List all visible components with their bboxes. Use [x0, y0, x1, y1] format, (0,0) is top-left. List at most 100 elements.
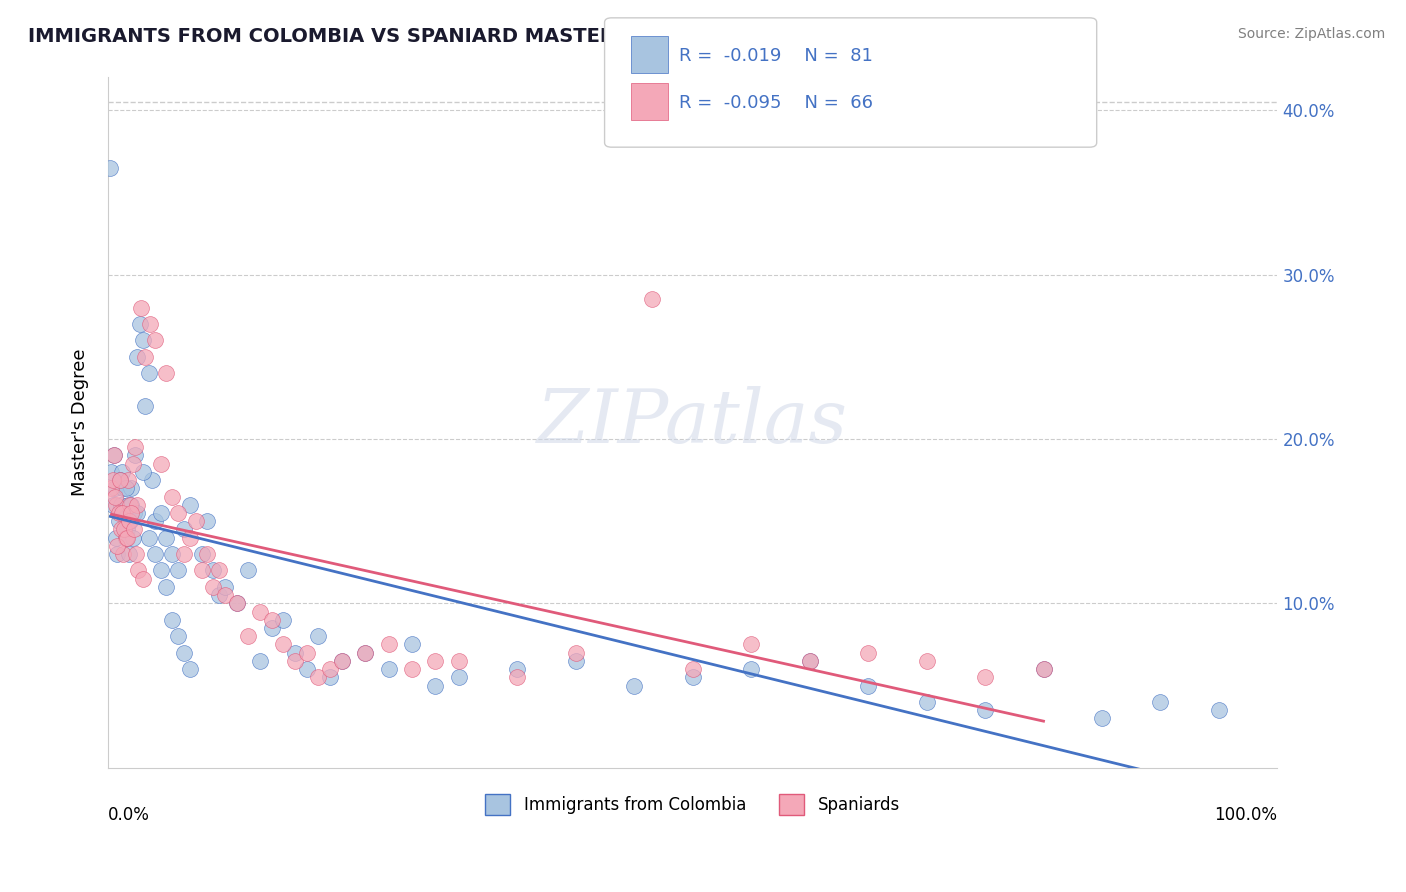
Spaniards: [101, 473, 124, 487]
Spaniards: [107, 506, 129, 520]
Immigrants from Colombia: [103, 449, 125, 463]
Spaniards: [110, 522, 132, 536]
Spaniards: [799, 654, 821, 668]
Immigrants from Colombia: [100, 465, 122, 479]
Immigrants from Colombia: [506, 662, 529, 676]
Spaniards: [115, 531, 138, 545]
Immigrants from Colombia: [260, 621, 283, 635]
Immigrants from Colombia: [564, 654, 586, 668]
Spaniards: [134, 350, 156, 364]
Immigrants from Colombia: [132, 465, 155, 479]
Y-axis label: Master's Degree: Master's Degree: [72, 349, 89, 496]
Immigrants from Colombia: [799, 654, 821, 668]
Immigrants from Colombia: [127, 506, 149, 520]
Immigrants from Colombia: [682, 670, 704, 684]
Immigrants from Colombia: [155, 580, 177, 594]
Spaniards: [295, 646, 318, 660]
Spaniards: [132, 572, 155, 586]
Immigrants from Colombia: [143, 514, 166, 528]
Spaniards: [112, 522, 135, 536]
Immigrants from Colombia: [112, 506, 135, 520]
Spaniards: [401, 662, 423, 676]
Immigrants from Colombia: [108, 473, 131, 487]
Spaniards: [260, 613, 283, 627]
Spaniards: [104, 490, 127, 504]
Spaniards: [162, 490, 184, 504]
Spaniards: [641, 293, 664, 307]
Immigrants from Colombia: [120, 498, 142, 512]
Immigrants from Colombia: [623, 679, 645, 693]
Immigrants from Colombia: [249, 654, 271, 668]
Immigrants from Colombia: [425, 679, 447, 693]
Immigrants from Colombia: [1149, 695, 1171, 709]
Spaniards: [105, 539, 128, 553]
Spaniards: [856, 646, 879, 660]
Text: R =  -0.095    N =  66: R = -0.095 N = 66: [679, 95, 873, 112]
Immigrants from Colombia: [120, 481, 142, 495]
Immigrants from Colombia: [1091, 711, 1114, 725]
Text: 100.0%: 100.0%: [1215, 805, 1278, 823]
Immigrants from Colombia: [108, 473, 131, 487]
Immigrants from Colombia: [155, 531, 177, 545]
Immigrants from Colombia: [202, 564, 225, 578]
Immigrants from Colombia: [740, 662, 762, 676]
Immigrants from Colombia: [117, 498, 139, 512]
Spaniards: [167, 506, 190, 520]
Immigrants from Colombia: [354, 646, 377, 660]
Spaniards: [111, 506, 134, 520]
Spaniards: [740, 637, 762, 651]
Immigrants from Colombia: [162, 547, 184, 561]
Spaniards: [425, 654, 447, 668]
Spaniards: [447, 654, 470, 668]
Spaniards: [179, 531, 201, 545]
Immigrants from Colombia: [105, 547, 128, 561]
Spaniards: [117, 473, 139, 487]
Text: 0.0%: 0.0%: [108, 805, 150, 823]
Spaniards: [208, 564, 231, 578]
Immigrants from Colombia: [173, 522, 195, 536]
Spaniards: [214, 588, 236, 602]
Immigrants from Colombia: [401, 637, 423, 651]
Immigrants from Colombia: [225, 596, 247, 610]
Spaniards: [121, 457, 143, 471]
Immigrants from Colombia: [149, 506, 172, 520]
Immigrants from Colombia: [915, 695, 938, 709]
Spaniards: [190, 564, 212, 578]
Text: R =  -0.019    N =  81: R = -0.019 N = 81: [679, 47, 873, 65]
Immigrants from Colombia: [319, 670, 342, 684]
Immigrants from Colombia: [377, 662, 399, 676]
Immigrants from Colombia: [138, 531, 160, 545]
Spaniards: [103, 449, 125, 463]
Spaniards: [184, 514, 207, 528]
Immigrants from Colombia: [132, 334, 155, 348]
Immigrants from Colombia: [118, 547, 141, 561]
Spaniards: [249, 605, 271, 619]
Immigrants from Colombia: [127, 350, 149, 364]
Spaniards: [197, 547, 219, 561]
Immigrants from Colombia: [1208, 703, 1230, 717]
Text: ZIPatlas: ZIPatlas: [537, 386, 848, 458]
Spaniards: [564, 646, 586, 660]
Immigrants from Colombia: [1032, 662, 1054, 676]
Immigrants from Colombia: [121, 531, 143, 545]
Immigrants from Colombia: [284, 646, 307, 660]
Immigrants from Colombia: [856, 679, 879, 693]
Immigrants from Colombia: [114, 481, 136, 495]
Immigrants from Colombia: [190, 547, 212, 561]
Immigrants from Colombia: [143, 547, 166, 561]
Immigrants from Colombia: [138, 366, 160, 380]
Immigrants from Colombia: [141, 473, 163, 487]
Immigrants from Colombia: [974, 703, 997, 717]
Immigrants from Colombia: [179, 498, 201, 512]
Spaniards: [120, 498, 142, 512]
Spaniards: [273, 637, 295, 651]
Immigrants from Colombia: [167, 564, 190, 578]
Immigrants from Colombia: [110, 498, 132, 512]
Immigrants from Colombia: [134, 399, 156, 413]
Immigrants from Colombia: [179, 662, 201, 676]
Immigrants from Colombia: [124, 449, 146, 463]
Spaniards: [118, 514, 141, 528]
Immigrants from Colombia: [107, 514, 129, 528]
Immigrants from Colombia: [120, 514, 142, 528]
Spaniards: [319, 662, 342, 676]
